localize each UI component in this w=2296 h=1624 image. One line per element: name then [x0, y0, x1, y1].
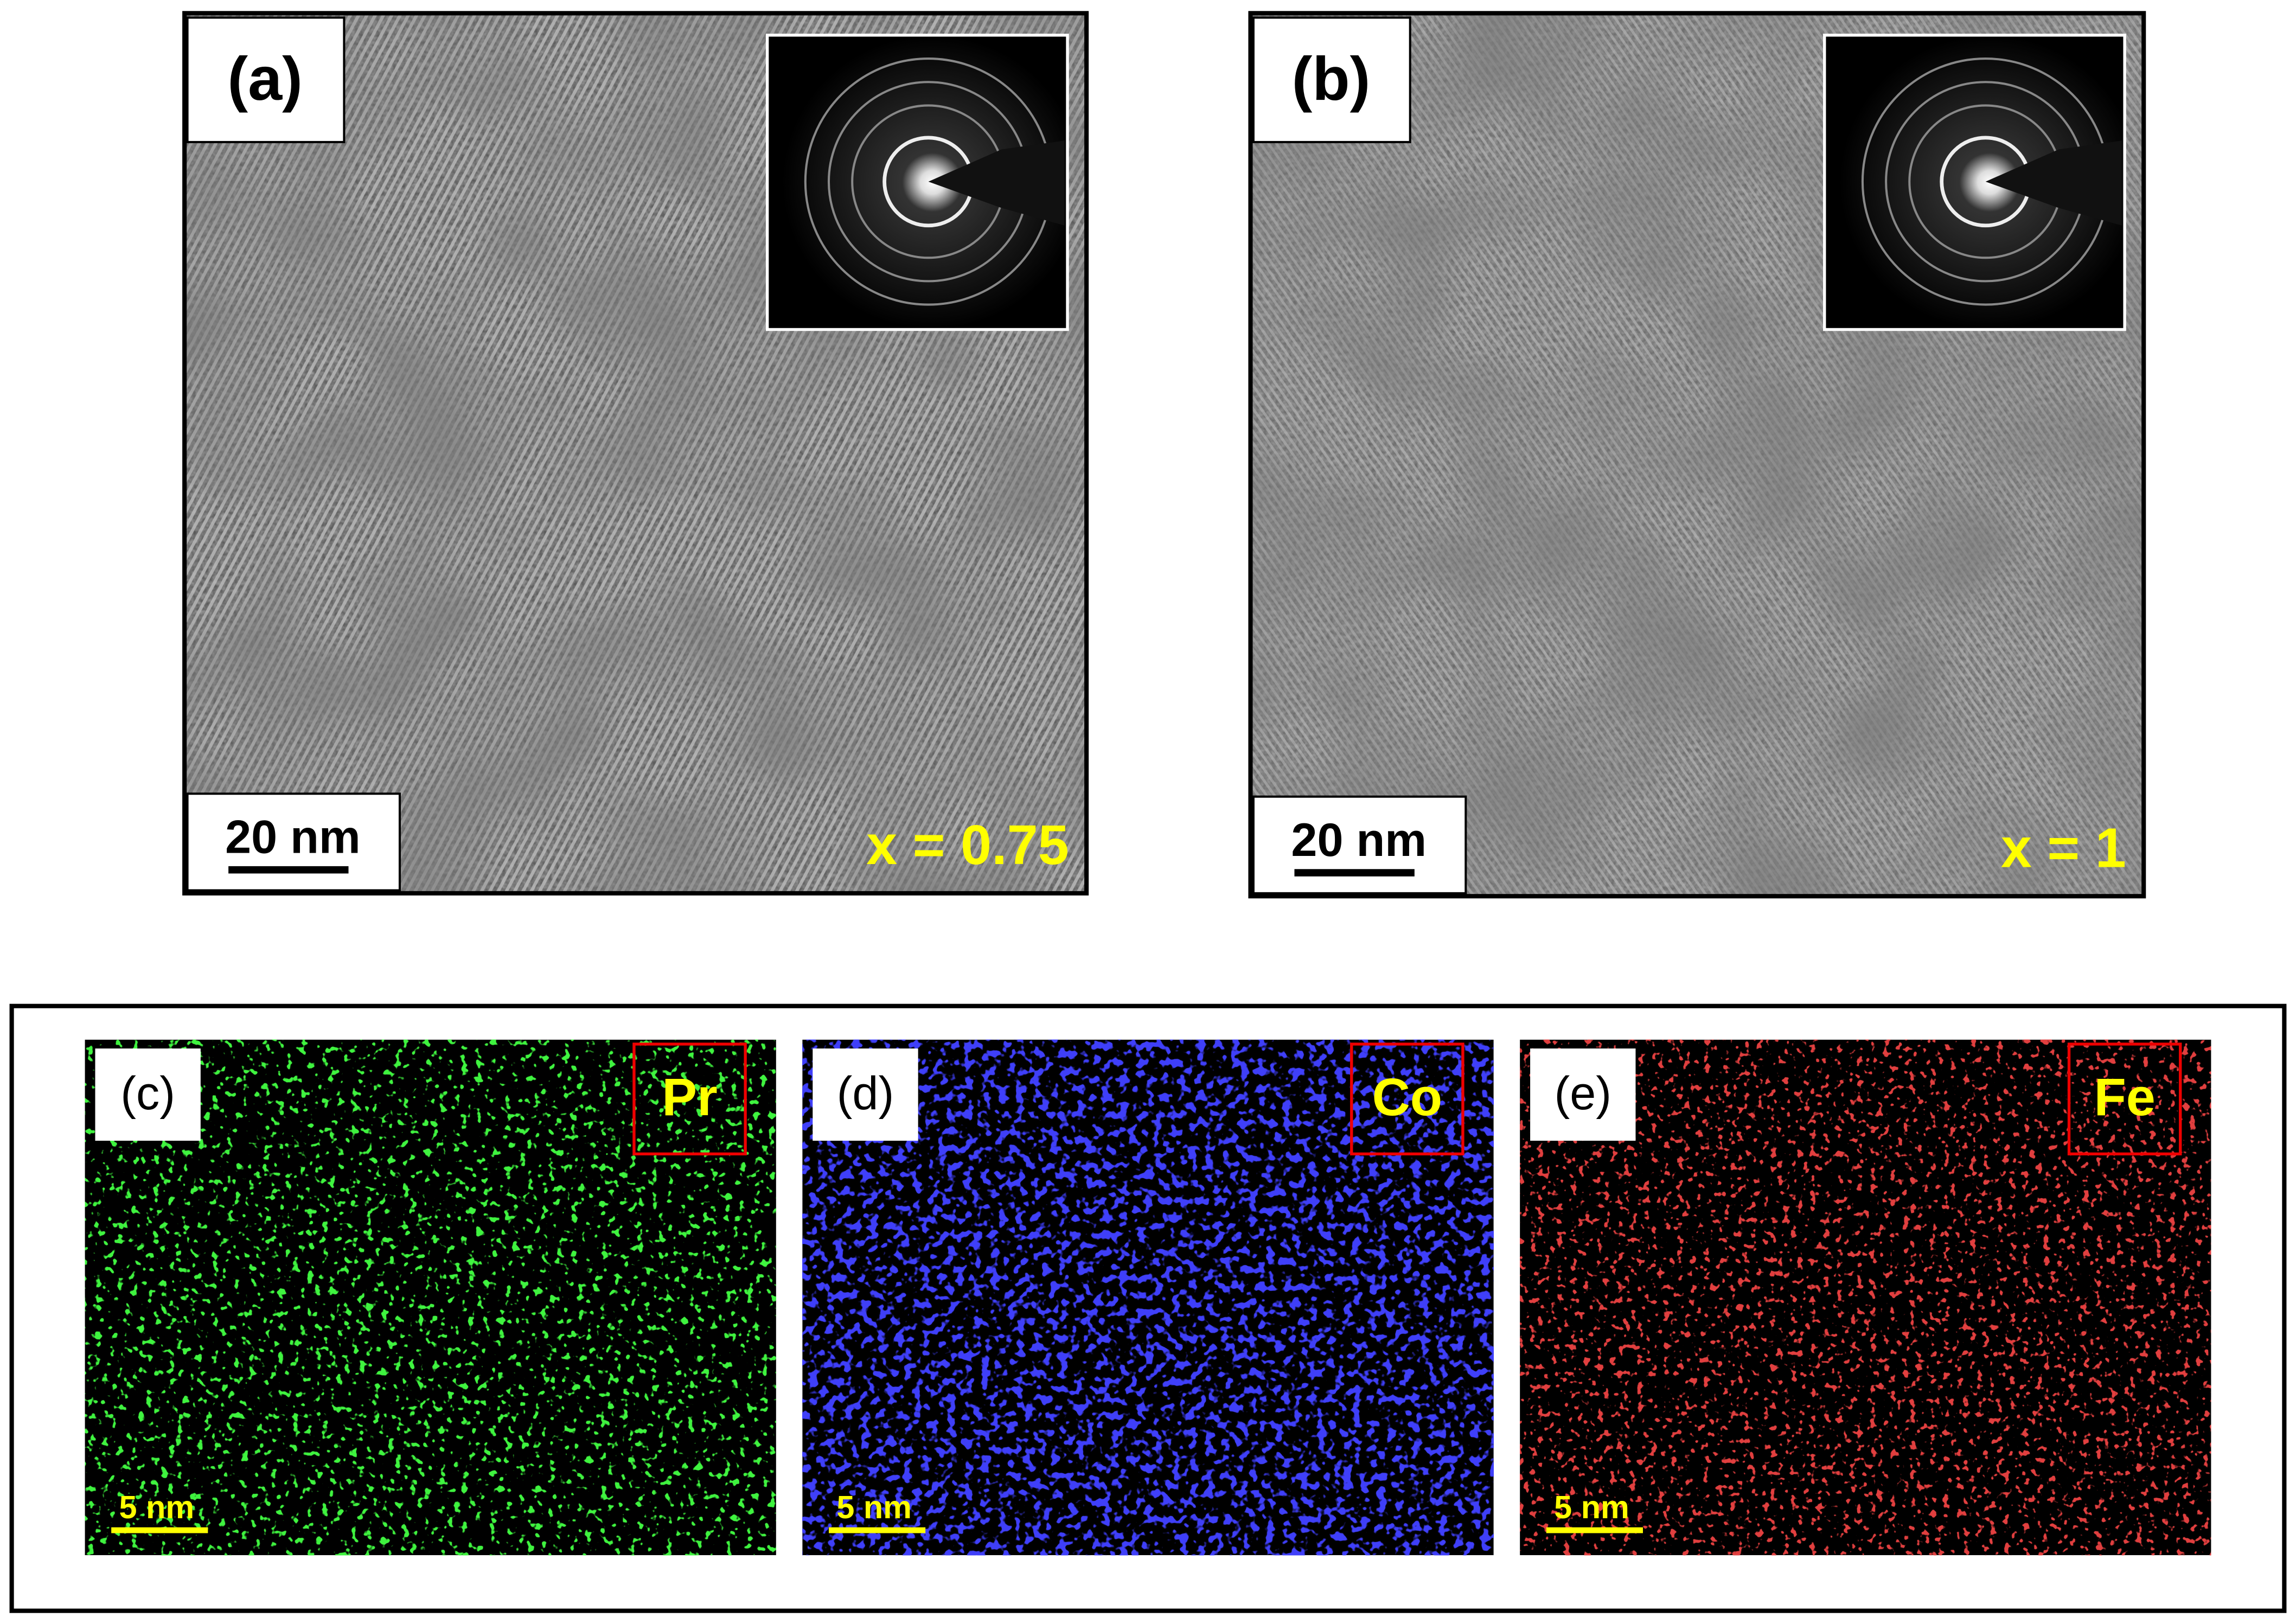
scale-bar-label: 20 nm	[225, 811, 361, 863]
label-box	[1252, 16, 1411, 143]
panel-label: (b)	[1292, 44, 1371, 113]
label-box	[1530, 1048, 1636, 1141]
scale-bar-label: 20 nm	[1291, 814, 1427, 866]
maps-frame	[9, 1003, 2287, 1613]
element-label: Co	[1372, 1067, 1443, 1127]
scale-bar-box	[1252, 795, 1467, 894]
label-box	[813, 1048, 918, 1141]
element-label: Pr	[662, 1067, 718, 1127]
element-box	[1350, 1043, 1464, 1156]
scale-bar-label: 5 nm	[1554, 1489, 1629, 1525]
element-box	[2067, 1043, 2182, 1156]
panel-border	[182, 11, 1089, 896]
beam-stop	[1985, 140, 2122, 226]
label-box	[95, 1048, 201, 1141]
composition-label: x = 1	[2001, 816, 2126, 879]
panel-border	[1248, 11, 2146, 899]
map-label: (d)	[837, 1067, 894, 1120]
map-label: (e)	[1554, 1067, 1611, 1120]
element-box	[632, 1043, 747, 1156]
composition-label: x = 0.75	[866, 814, 1069, 876]
scale-bar-label: 5 nm	[119, 1489, 195, 1525]
label-box	[186, 16, 346, 143]
map-label: (c)	[120, 1067, 175, 1120]
scale-bar-box	[186, 792, 401, 892]
element-label: Fe	[2094, 1067, 2155, 1127]
scale-bar-label: 5 nm	[836, 1489, 912, 1525]
beam-stop	[928, 140, 1065, 226]
panel-label: (a)	[227, 44, 303, 113]
